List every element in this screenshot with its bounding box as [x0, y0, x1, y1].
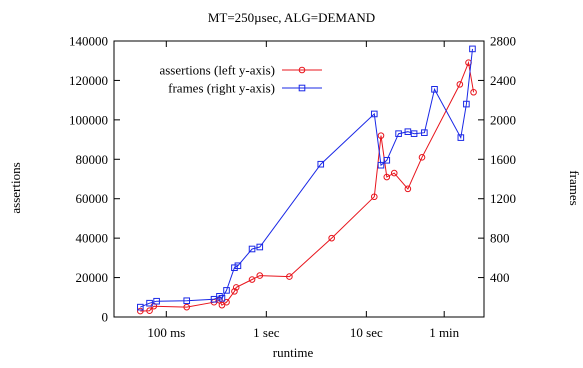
y-tick-label: 100000 [69, 112, 108, 127]
legend-marker [298, 66, 306, 74]
chart-title: MT=250µsec, ALG=DEMAND [208, 10, 375, 25]
data-point [232, 284, 240, 291]
data-point [418, 154, 426, 161]
data-point [256, 243, 264, 251]
data-point [317, 160, 325, 168]
data-point [153, 297, 160, 305]
series-assertions [137, 59, 477, 315]
data-point [469, 45, 476, 53]
data-point [137, 303, 144, 311]
plot-frame [113, 40, 485, 318]
y2-tick-label: 2800 [490, 34, 516, 49]
data-point [218, 301, 226, 309]
y-axis-label: assertions [8, 162, 23, 213]
data-point [231, 288, 238, 295]
y-tick-label: 20000 [76, 270, 109, 285]
data-point [286, 273, 293, 280]
y-tick-label: 120000 [69, 73, 108, 88]
y2-tick-label: 400 [490, 270, 510, 285]
data-point [234, 262, 242, 270]
data-point [390, 169, 398, 177]
data-point [404, 185, 412, 193]
data-point [231, 264, 238, 272]
series-layer [137, 45, 477, 315]
data-point [248, 245, 256, 253]
data-point [404, 128, 412, 135]
data-point [256, 272, 264, 279]
y-tick-label: 0 [102, 310, 109, 325]
y2-tick-label: 1600 [490, 152, 516, 167]
legend-marker [298, 84, 306, 92]
data-point [383, 173, 391, 181]
y2-axis-label: frames [567, 170, 582, 205]
data-point [470, 88, 477, 96]
series-line [140, 48, 473, 308]
y2-tick-label: 1200 [490, 191, 516, 206]
data-point [421, 129, 428, 136]
data-point [183, 297, 191, 305]
data-point [328, 234, 335, 242]
data-point [383, 156, 391, 164]
x-tick-label: 1 min [429, 325, 459, 340]
y-tick-label: 60000 [76, 191, 109, 206]
data-point [370, 110, 378, 118]
data-point [370, 193, 378, 201]
data-point [410, 130, 418, 137]
x-tick-label: 10 sec [350, 325, 383, 340]
x-tick-label: 1 sec [253, 325, 280, 340]
data-point [146, 299, 153, 307]
data-point [218, 294, 226, 302]
data-point [223, 287, 230, 294]
legend: assertions (left y-axis) frames (right y-… [159, 63, 322, 96]
ticks: 0 20000 40000 60000 80000 100000 120000 140000 4… [69, 34, 516, 341]
y2-tick-label: 800 [490, 231, 510, 246]
y2-tick-label: 2000 [490, 112, 516, 127]
data-point [456, 81, 464, 88]
y-tick-label: 80000 [76, 152, 109, 167]
data-point [183, 303, 191, 311]
data-point [457, 134, 465, 141]
series-frames [137, 45, 476, 311]
data-point [137, 307, 144, 315]
x-tick-label: 100 ms [147, 325, 185, 340]
legend-label: frames (right y-axis) [168, 81, 275, 96]
data-point [223, 298, 230, 306]
data-point [377, 161, 385, 169]
data-point [377, 132, 385, 139]
y-tick-label: 40000 [76, 231, 109, 246]
data-point [146, 307, 153, 314]
legend-label: assertions (left y-axis) [159, 63, 275, 78]
x-axis-label: runtime [273, 345, 314, 360]
data-point [395, 130, 402, 137]
data-point [248, 276, 256, 283]
y2-tick-label: 2400 [490, 73, 516, 88]
series-line [140, 60, 475, 312]
data-point [431, 86, 438, 93]
y-tick-label: 140000 [69, 34, 108, 49]
data-point [463, 100, 470, 108]
